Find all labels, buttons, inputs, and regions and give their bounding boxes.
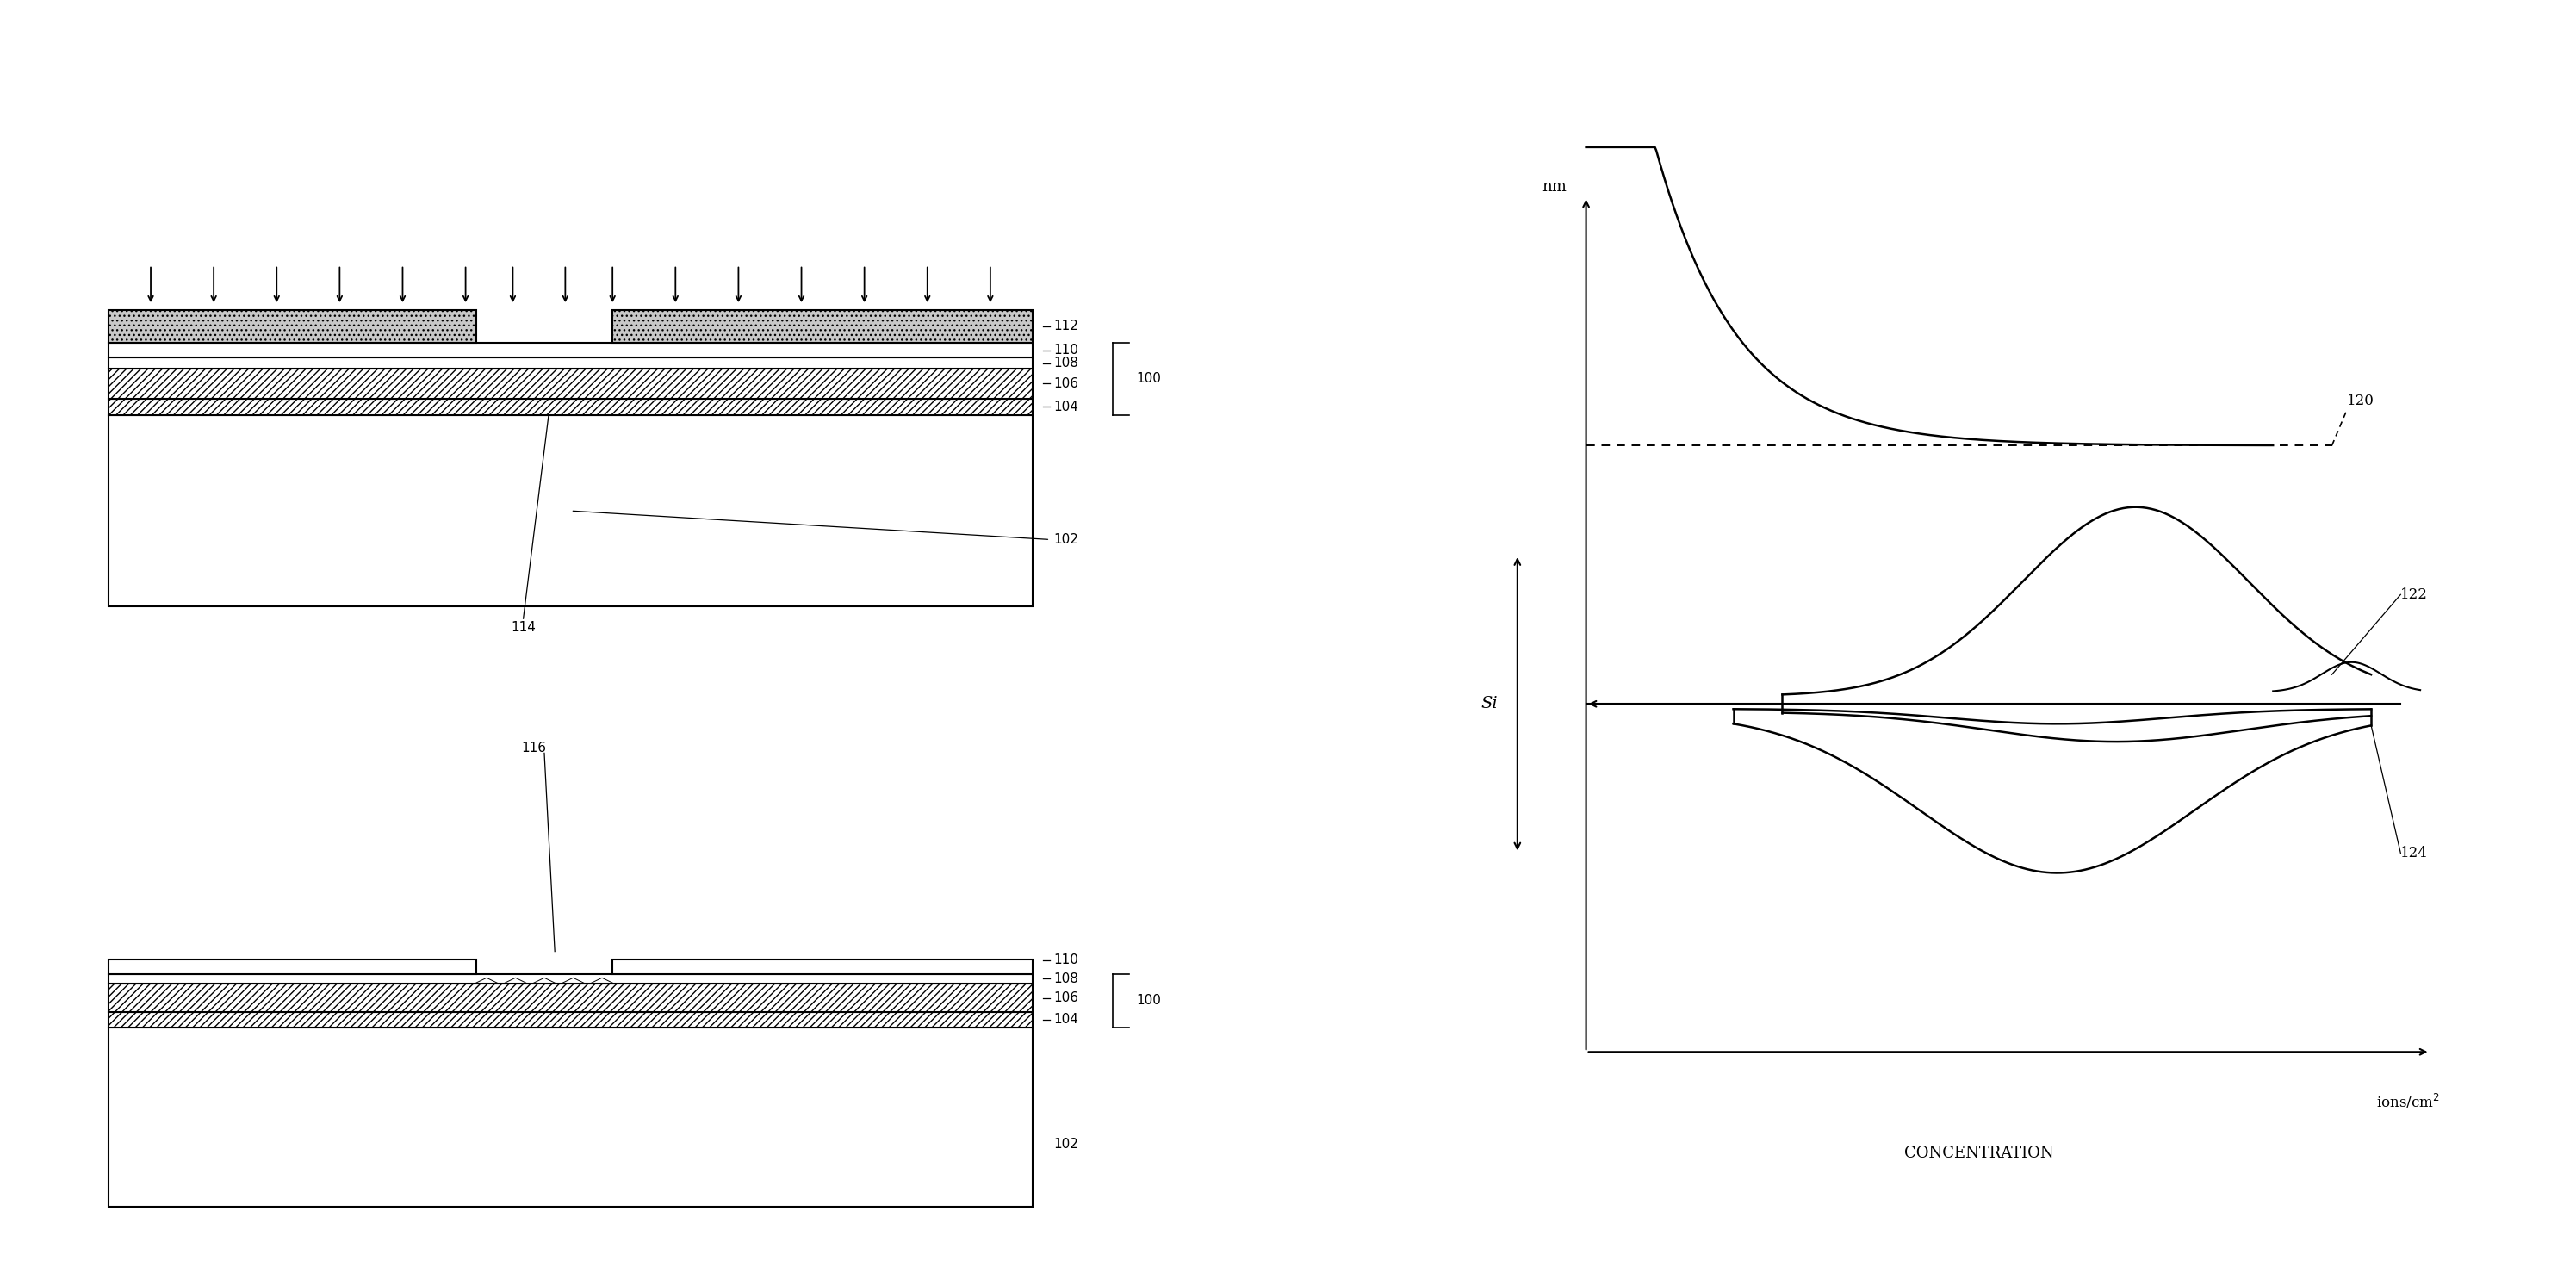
- Text: nm: nm: [1540, 179, 1566, 195]
- Bar: [108, 1012, 1033, 1027]
- Text: 114: 114: [510, 621, 536, 634]
- Text: 120: 120: [2347, 393, 2375, 409]
- Bar: [613, 960, 1033, 974]
- Bar: [108, 309, 477, 342]
- Text: 108: 108: [1054, 356, 1079, 369]
- Text: Si: Si: [1481, 696, 1497, 712]
- Text: 106: 106: [1054, 992, 1079, 1004]
- Text: 104: 104: [1054, 400, 1079, 414]
- Bar: [108, 358, 1033, 368]
- Text: 100: 100: [1136, 994, 1162, 1007]
- Text: 102: 102: [1054, 1138, 1079, 1151]
- Bar: [108, 368, 1033, 398]
- Bar: [613, 309, 1033, 342]
- Text: 108: 108: [1054, 973, 1079, 985]
- Bar: [108, 960, 477, 974]
- Bar: [108, 1027, 1033, 1207]
- Text: 116: 116: [520, 742, 546, 755]
- Text: 122: 122: [2401, 587, 2429, 602]
- Bar: [108, 415, 1033, 607]
- Text: 106: 106: [1054, 377, 1079, 390]
- Bar: [108, 974, 1033, 984]
- Text: ions/cm$^2$: ions/cm$^2$: [2378, 1092, 2439, 1111]
- Text: 112: 112: [1054, 320, 1079, 332]
- Text: 100: 100: [1136, 373, 1162, 386]
- Text: CONCENTRATION: CONCENTRATION: [1904, 1146, 2053, 1161]
- Text: 110: 110: [1054, 953, 1079, 966]
- Text: 110: 110: [1054, 344, 1079, 356]
- Text: 104: 104: [1054, 1013, 1079, 1026]
- Text: 124: 124: [2401, 845, 2429, 861]
- Bar: [108, 984, 1033, 1012]
- Text: 102: 102: [1054, 533, 1079, 546]
- Bar: [108, 342, 1033, 358]
- Bar: [108, 398, 1033, 415]
